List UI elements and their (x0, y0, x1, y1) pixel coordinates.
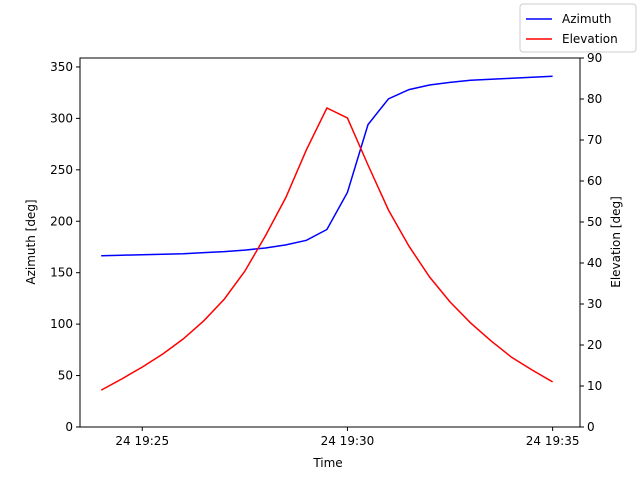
x-tick-label: 24 19:35 (526, 434, 580, 448)
y-tick-label: 0 (65, 420, 73, 434)
x-tick-label: 24 19:30 (321, 434, 375, 448)
y-tick-label: 200 (50, 214, 73, 228)
y-tick-label: 50 (58, 369, 73, 383)
y2-tick-label: 30 (587, 297, 602, 311)
y-tick-label: 150 (50, 266, 73, 280)
y2-tick-label: 60 (587, 174, 602, 188)
y-tick-label: 350 (50, 60, 73, 74)
y2-tick-label: 10 (587, 379, 602, 393)
y-tick-label: 100 (50, 317, 73, 331)
legend-box (519, 3, 637, 53)
y2-tick-label: 70 (587, 133, 602, 147)
legend-label: Elevation (562, 32, 618, 46)
y2-tick-label: 0 (587, 420, 595, 434)
y2-axis-label: Elevation [deg] (609, 196, 623, 288)
y2-tick-label: 50 (587, 215, 602, 229)
series-line (101, 75, 553, 257)
y2-tick-label: 90 (587, 51, 602, 65)
y-tick-label: 300 (50, 111, 73, 125)
plot-frame (79, 57, 581, 428)
y-tick-label: 250 (50, 163, 73, 177)
legend-label: Azimuth (562, 12, 611, 26)
y2-tick-label: 20 (587, 338, 602, 352)
y2-tick-label: 40 (587, 256, 602, 270)
x-axis-label: Time (312, 456, 342, 470)
y2-tick-label: 80 (587, 92, 602, 106)
x-tick-label: 24 19:25 (115, 434, 169, 448)
series-line (100, 107, 553, 391)
y-axis-label: Azimuth [deg] (24, 199, 38, 284)
